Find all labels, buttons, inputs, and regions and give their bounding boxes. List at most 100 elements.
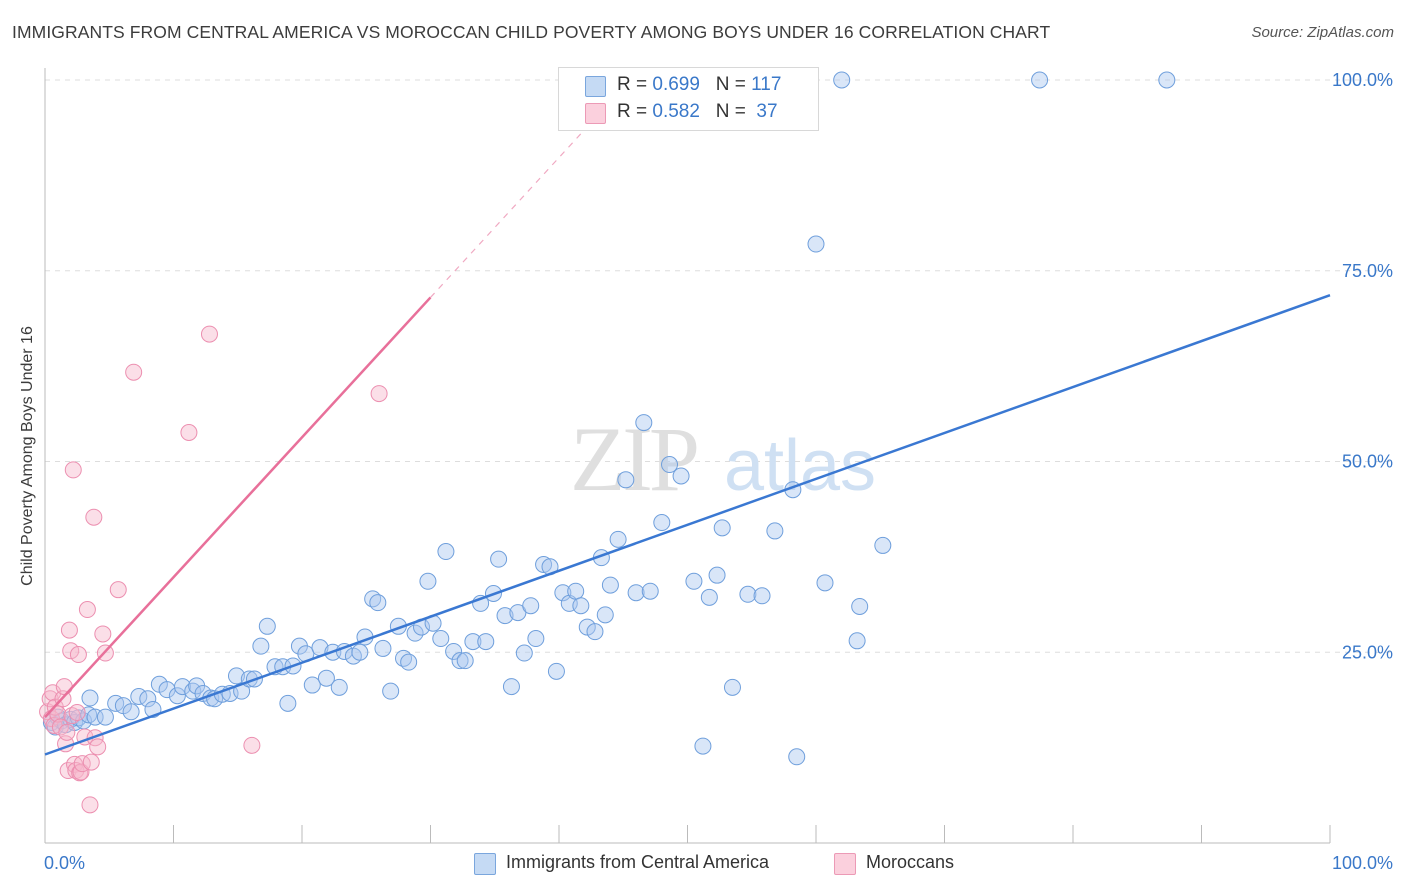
point-central-america: [739, 585, 757, 603]
point-moroccans: [68, 704, 86, 722]
point-central-america: [685, 572, 703, 590]
point-moroccans: [55, 678, 73, 696]
point-central-america: [86, 708, 104, 726]
point-central-america: [596, 606, 614, 624]
point-central-america: [627, 584, 645, 602]
point-central-america: [694, 737, 712, 755]
point-moroccans: [64, 461, 82, 479]
x-tick-label: 100.0%: [1332, 853, 1393, 873]
point-central-america: [617, 471, 635, 489]
bottom-legend-label: Moroccans: [866, 852, 955, 872]
legend-r-value: 0.582: [652, 101, 700, 122]
data-points: [39, 71, 1176, 814]
y-tick-label: 25.0%: [1342, 642, 1393, 662]
point-central-america: [456, 652, 474, 670]
point-central-america: [279, 694, 297, 712]
point-moroccans: [125, 363, 143, 381]
point-moroccans: [73, 755, 91, 773]
point-central-america: [96, 708, 114, 726]
point-central-america: [766, 522, 784, 540]
point-central-america: [816, 574, 834, 592]
watermark: ZIP atlas: [570, 408, 876, 510]
point-central-america: [515, 644, 533, 662]
point-central-america: [382, 682, 400, 700]
point-central-america: [81, 689, 99, 707]
point-central-america: [451, 652, 469, 670]
point-central-america: [419, 572, 437, 590]
point-moroccans: [78, 601, 96, 619]
point-central-america: [661, 456, 679, 474]
point-central-america: [1158, 71, 1176, 89]
point-central-america: [351, 643, 369, 661]
point-moroccans: [370, 385, 388, 403]
bottom-legend-swatch-pink: [834, 853, 856, 875]
point-central-america: [1031, 71, 1049, 89]
point-central-america: [122, 703, 140, 721]
point-central-america: [227, 667, 245, 685]
bottom-legend-swatch-blue: [474, 853, 496, 875]
point-moroccans: [85, 508, 103, 526]
point-moroccans: [243, 736, 261, 754]
point-moroccans: [81, 796, 99, 814]
point-central-america: [833, 71, 851, 89]
point-moroccans: [94, 625, 112, 643]
source-label: Source: ZipAtlas.com: [1251, 24, 1394, 41]
point-central-america: [672, 467, 690, 485]
point-central-america: [586, 623, 604, 641]
point-central-america: [496, 607, 514, 625]
point-central-america: [653, 514, 671, 532]
point-moroccans: [200, 325, 218, 343]
legend-swatch-pink: [585, 103, 606, 124]
point-moroccans: [109, 581, 127, 599]
point-central-america: [567, 582, 585, 600]
point-central-america: [635, 414, 653, 432]
point-central-america: [609, 530, 627, 548]
point-central-america: [168, 687, 186, 705]
point-central-america: [848, 632, 866, 650]
point-central-america: [723, 678, 741, 696]
point-central-america: [554, 584, 572, 602]
legend-n-value: 37: [756, 101, 778, 122]
point-moroccans: [49, 705, 67, 723]
trend-extension-moroccans: [430, 79, 631, 298]
point-central-america: [547, 662, 565, 680]
point-moroccans: [60, 621, 78, 639]
point-central-america: [874, 536, 892, 554]
point-central-america: [788, 748, 806, 766]
point-central-america: [464, 633, 482, 651]
bottom-legend-label: Immigrants from Central America: [506, 852, 770, 872]
point-central-america: [69, 709, 87, 727]
point-moroccans: [82, 753, 100, 771]
point-central-america: [477, 633, 495, 651]
watermark-zip: ZIP: [570, 408, 697, 510]
point-central-america: [139, 690, 157, 708]
point-central-america: [374, 639, 392, 657]
point-central-america: [173, 678, 191, 696]
point-moroccans: [69, 646, 87, 664]
point-central-america: [713, 519, 731, 537]
legend-text: R = 0.699 N = 117: [617, 74, 782, 95]
chart-title: IMMIGRANTS FROM CENTRAL AMERICA VS MOROC…: [12, 22, 1051, 42]
point-central-america: [369, 594, 387, 612]
y-tick-label: 75.0%: [1342, 261, 1393, 281]
point-central-america: [851, 597, 869, 615]
correlation-legend: R = 0.699 N = 117 R = 0.582 N = 37: [558, 67, 819, 131]
grid-lines: [45, 79, 1390, 653]
point-central-america: [522, 597, 540, 615]
tick-labels: 25.0% 50.0% 75.0% 100.0% 0.0% 100.0%: [44, 70, 1393, 873]
point-central-america: [252, 637, 270, 655]
legend-n-value: 117: [751, 74, 782, 95]
legend-text: R = 0.582 N = 37: [617, 101, 778, 122]
point-central-america: [601, 576, 619, 594]
point-moroccans: [89, 738, 107, 756]
y-tick-label: 50.0%: [1342, 452, 1393, 472]
point-central-america: [303, 676, 321, 694]
point-central-america: [708, 566, 726, 584]
point-central-america: [753, 587, 771, 605]
point-moroccans: [63, 707, 81, 725]
y-tick-label: 100.0%: [1332, 70, 1393, 90]
point-central-america: [330, 678, 348, 696]
legend-r-value: 0.699: [652, 74, 700, 95]
trend-lines: [44, 79, 1331, 756]
point-central-america: [527, 630, 545, 648]
